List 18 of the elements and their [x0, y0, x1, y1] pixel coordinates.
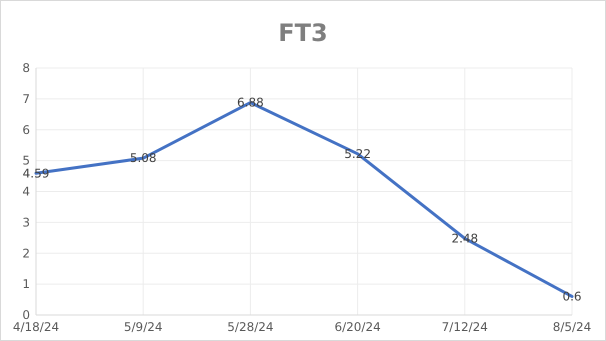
x-tick-label: 5/9/24	[124, 320, 163, 334]
x-tick-label: 8/5/24	[552, 320, 592, 334]
x-tick-label: 6/20/24	[334, 320, 381, 334]
y-tick-label: 0	[22, 308, 30, 322]
x-tick-label: 7/12/24	[442, 320, 488, 334]
data-label: 0.6	[562, 289, 582, 304]
data-label: 4.59	[22, 166, 50, 180]
y-tick-label: 1	[22, 277, 30, 292]
y-tick-label: 5	[22, 154, 30, 168]
y-tick-label: 4	[22, 184, 30, 198]
y-tick-label: 3	[22, 215, 30, 230]
y-tick-label: 2	[22, 246, 30, 260]
y-tick-label: 8	[22, 61, 30, 75]
x-tick-label: 4/18/24	[12, 320, 60, 334]
x-tick-label: 5/28/24	[227, 320, 274, 334]
y-tick-label: 7	[22, 92, 30, 106]
chart-title: FT3	[278, 19, 328, 47]
y-tick-label: 6	[22, 122, 30, 137]
